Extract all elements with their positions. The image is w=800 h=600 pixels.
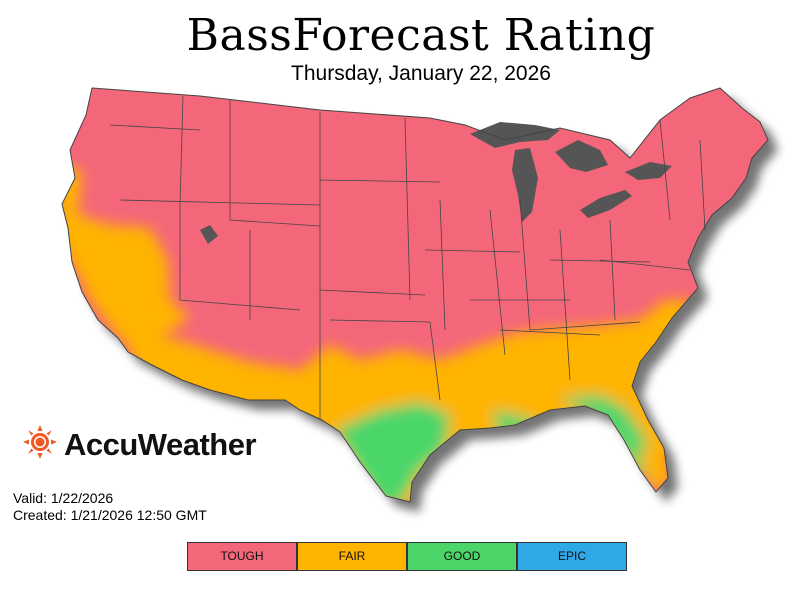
great-lakes xyxy=(200,122,672,244)
legend-item-fair: FAIR xyxy=(298,543,408,570)
created-timestamp: Created: 1/21/2026 12:50 GMT xyxy=(13,507,207,523)
state-borders xyxy=(109,95,706,420)
brand-logo: AccuWeather xyxy=(22,424,257,465)
legend-item-epic: EPIC xyxy=(518,543,626,570)
sun-icon xyxy=(22,424,58,465)
valid-date: Valid: 1/22/2026 xyxy=(13,490,114,506)
page-title: BassForecast Rating xyxy=(186,10,656,61)
brand-name: AccuWeather xyxy=(64,426,257,462)
legend: TOUGH FAIR GOOD EPIC xyxy=(187,542,627,571)
legend-item-tough: TOUGH xyxy=(188,543,298,570)
legend-item-good: GOOD xyxy=(408,543,518,570)
forecast-date: Thursday, January 22, 2026 xyxy=(291,62,551,85)
